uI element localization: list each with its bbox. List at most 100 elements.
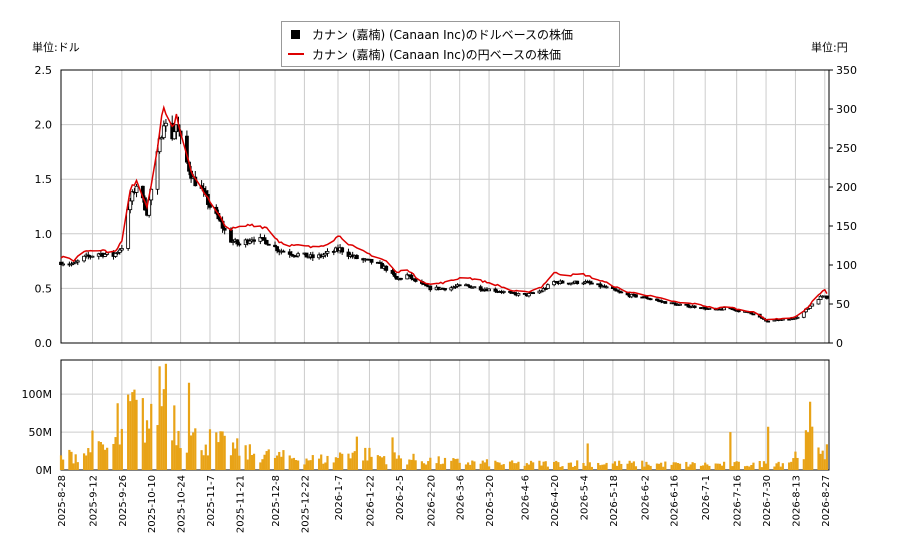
volume-bar <box>645 461 648 470</box>
candle-body <box>164 122 168 127</box>
volume-bar <box>368 447 371 470</box>
candle-body <box>134 185 139 193</box>
date-tick-label: 2026-2-20 <box>426 475 437 527</box>
volume-bar <box>439 464 442 470</box>
volume-bar <box>192 432 195 470</box>
volume-bar <box>158 366 161 470</box>
volume-bar <box>219 431 222 470</box>
volume-bar <box>376 455 379 470</box>
volume-bar <box>179 448 182 470</box>
volume-bar <box>410 459 413 470</box>
left-tick-label: 0.0 <box>35 337 53 350</box>
candle-body <box>321 254 326 257</box>
volume-bar <box>508 461 512 470</box>
volume-bar <box>529 460 533 470</box>
date-tick-label: 2025-8-28 <box>57 475 68 527</box>
volume-bar <box>238 455 241 470</box>
volume-bar <box>588 462 591 470</box>
right-tick-label: 200 <box>836 181 857 194</box>
candle-body <box>722 307 726 311</box>
volume-bar <box>678 463 682 470</box>
right-tick-label: 250 <box>836 142 857 155</box>
candle-body <box>571 282 575 285</box>
volume-bar <box>676 463 680 470</box>
volume-bar <box>750 464 753 470</box>
volume-bar <box>282 450 285 470</box>
candle-body <box>275 246 280 252</box>
volume-bar <box>194 428 197 470</box>
volume-bar <box>72 463 75 470</box>
legend-item-jpy: カナン (嘉楠) (Canaan Inc)の円ベースの株価 <box>288 45 561 63</box>
date-tick-label: 2026-1-22 <box>365 475 376 527</box>
candle-body <box>75 260 80 263</box>
candle-body <box>231 241 235 243</box>
candle-body <box>399 277 403 280</box>
volume-bar <box>217 442 220 470</box>
volume-bar <box>164 363 168 470</box>
volume-bar <box>118 444 121 470</box>
left-tick-label: 1.0 <box>35 228 53 241</box>
volume-bar <box>99 441 102 470</box>
volume-bar <box>559 466 562 470</box>
volume-bar <box>265 451 268 470</box>
candle-body <box>73 261 78 264</box>
price-axis-left: 0.0 0.5 1.0 1.5 2.0 2.5 <box>35 64 53 350</box>
volume-bar <box>561 466 564 470</box>
candle-body <box>346 251 351 257</box>
candle-body <box>262 237 267 241</box>
candle-body <box>264 239 269 245</box>
candle-body <box>648 298 653 301</box>
volume-bar <box>246 459 249 470</box>
candle-body <box>273 244 277 248</box>
volume-bar <box>567 462 570 470</box>
volume-bar <box>175 445 178 470</box>
volume-bar <box>364 447 367 470</box>
volume-bar <box>456 458 459 470</box>
candle-body <box>258 237 263 242</box>
volume-bar <box>685 461 688 470</box>
volume-bar <box>790 461 793 470</box>
candle-body <box>117 249 122 253</box>
volume-bar <box>582 463 585 470</box>
volume-bar <box>670 464 673 470</box>
candle-body <box>692 305 697 308</box>
volume-bar <box>420 461 424 470</box>
volume-bar <box>131 392 134 470</box>
candle-body <box>82 255 86 262</box>
date-tick-label: 2026-8-27 <box>821 475 832 527</box>
candle-body <box>90 255 95 258</box>
candle-body <box>766 320 771 323</box>
volume-bar <box>660 462 663 470</box>
date-tick-label: 2026-7-1 <box>701 475 712 520</box>
volume-bar <box>767 426 770 470</box>
candle-body <box>130 191 135 202</box>
right-tick-label: 350 <box>836 64 857 77</box>
volume-bar <box>777 461 780 470</box>
candle-body <box>119 248 124 251</box>
volume-bar <box>120 428 123 470</box>
volume-bar <box>91 430 94 470</box>
volume-bar <box>525 463 528 470</box>
volume-bar <box>82 453 86 470</box>
volume-bar <box>395 458 398 470</box>
volume-bar <box>393 452 396 470</box>
volume-bar <box>276 455 279 470</box>
candle-body <box>466 284 470 287</box>
volume-bar <box>483 462 486 470</box>
volume-bar <box>804 430 808 470</box>
volume-bar <box>511 460 514 470</box>
volume-bar <box>758 460 761 470</box>
volume-bar <box>605 462 608 470</box>
volume-bar <box>733 462 736 470</box>
volume-bar <box>714 463 717 470</box>
volume-bar <box>471 460 474 470</box>
volume-bar <box>332 462 335 470</box>
volume-bar <box>231 442 235 470</box>
volume-bars <box>59 363 829 470</box>
volume-bar <box>513 463 516 470</box>
volume-bar <box>672 462 675 470</box>
candle-body <box>115 252 120 254</box>
volume-bar <box>494 460 497 470</box>
candle-body <box>405 274 410 280</box>
volume-bar <box>362 460 365 470</box>
